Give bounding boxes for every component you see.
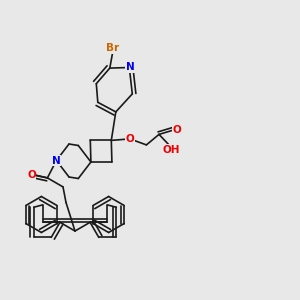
Text: O: O	[172, 125, 182, 135]
Text: N: N	[52, 155, 61, 166]
Text: N: N	[125, 62, 134, 73]
Text: O: O	[125, 134, 134, 144]
Text: Br: Br	[106, 43, 119, 53]
Text: OH: OH	[162, 145, 180, 155]
Text: O: O	[27, 170, 36, 180]
